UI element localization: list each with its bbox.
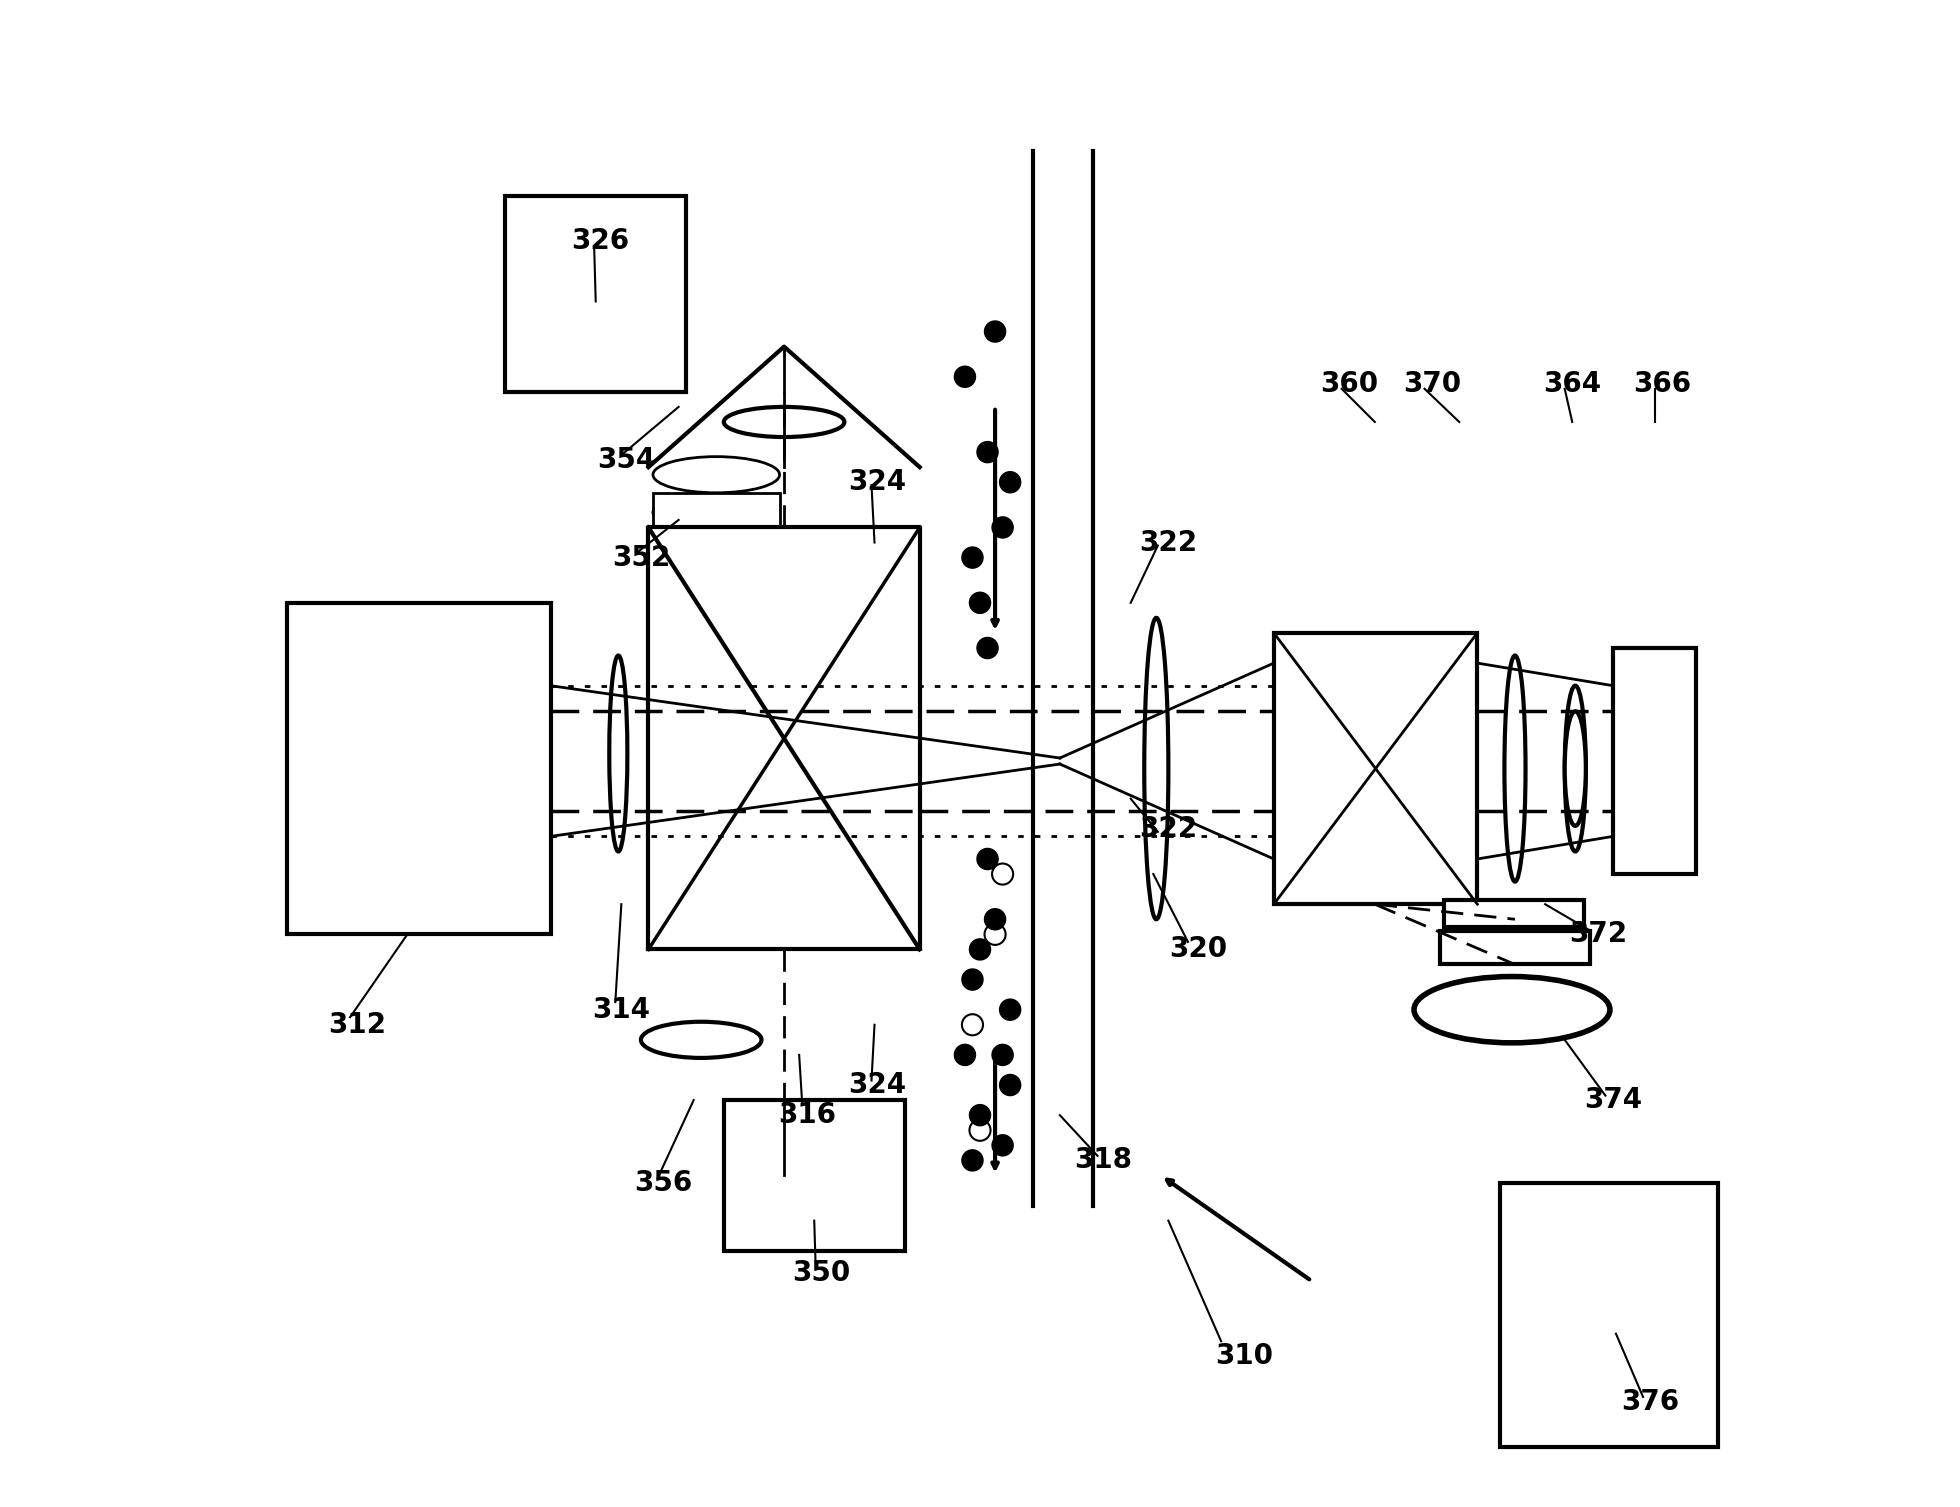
Circle shape xyxy=(955,1044,976,1065)
Text: 320: 320 xyxy=(1170,936,1227,963)
Circle shape xyxy=(1000,999,1021,1020)
Circle shape xyxy=(962,969,984,990)
Text: 324: 324 xyxy=(849,1071,907,1099)
Text: 354: 354 xyxy=(596,446,655,473)
Circle shape xyxy=(970,939,990,960)
Circle shape xyxy=(955,366,976,387)
Ellipse shape xyxy=(641,1022,762,1058)
Ellipse shape xyxy=(723,407,845,437)
Circle shape xyxy=(992,517,1013,538)
Ellipse shape xyxy=(610,656,627,851)
Circle shape xyxy=(984,321,1005,342)
Text: 326: 326 xyxy=(570,228,629,255)
Text: 376: 376 xyxy=(1621,1388,1680,1415)
Text: 360: 360 xyxy=(1321,371,1378,398)
Circle shape xyxy=(976,848,998,870)
Text: 374: 374 xyxy=(1584,1087,1642,1114)
Circle shape xyxy=(984,909,1005,930)
Text: 314: 314 xyxy=(592,996,651,1023)
Text: 366: 366 xyxy=(1633,371,1691,398)
Text: 324: 324 xyxy=(849,469,907,496)
Bar xyxy=(723,1100,906,1251)
Circle shape xyxy=(976,442,998,463)
Polygon shape xyxy=(649,527,919,949)
Bar xyxy=(1441,931,1590,964)
Circle shape xyxy=(976,637,998,659)
Ellipse shape xyxy=(653,494,780,530)
Text: 350: 350 xyxy=(792,1260,851,1287)
Circle shape xyxy=(962,1150,984,1171)
Bar xyxy=(1274,633,1478,904)
Text: 356: 356 xyxy=(635,1169,692,1197)
Ellipse shape xyxy=(1145,618,1168,919)
Text: 352: 352 xyxy=(612,544,670,571)
Text: 372: 372 xyxy=(1568,921,1627,948)
Bar xyxy=(1445,900,1584,927)
Bar xyxy=(286,603,551,934)
Bar xyxy=(653,493,780,535)
Text: 322: 322 xyxy=(1139,529,1198,556)
Circle shape xyxy=(992,1135,1013,1156)
Text: 370: 370 xyxy=(1403,371,1460,398)
Circle shape xyxy=(970,592,990,613)
Bar xyxy=(506,196,686,392)
Bar xyxy=(1499,1183,1719,1447)
Ellipse shape xyxy=(653,457,780,493)
Ellipse shape xyxy=(1413,977,1609,1043)
Circle shape xyxy=(1000,1074,1021,1096)
Ellipse shape xyxy=(653,532,780,568)
Text: 316: 316 xyxy=(778,1102,835,1129)
Circle shape xyxy=(1000,472,1021,493)
Circle shape xyxy=(992,1044,1013,1065)
Bar xyxy=(1613,648,1695,874)
Ellipse shape xyxy=(1505,656,1525,882)
Text: 310: 310 xyxy=(1215,1343,1272,1370)
Text: 312: 312 xyxy=(329,1011,386,1038)
Text: 318: 318 xyxy=(1074,1147,1133,1174)
Ellipse shape xyxy=(1564,711,1586,826)
Circle shape xyxy=(962,547,984,568)
Text: 364: 364 xyxy=(1543,371,1601,398)
Text: 322: 322 xyxy=(1139,815,1198,842)
Ellipse shape xyxy=(1564,686,1586,851)
Circle shape xyxy=(970,1105,990,1126)
